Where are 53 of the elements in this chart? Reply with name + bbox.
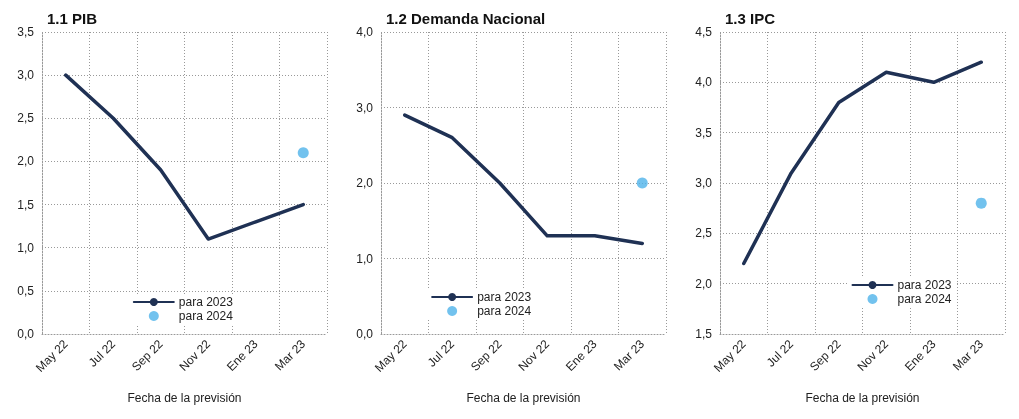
x-tick-label: May 22	[711, 336, 749, 375]
x-tick-label: Sep 22	[128, 336, 166, 374]
x-tick-label: Sep 22	[806, 336, 844, 374]
y-tick-label: 1,0	[17, 240, 35, 255]
x-tick-label: Ene 23	[562, 336, 600, 374]
y-tick-label: 2,0	[356, 176, 374, 190]
x-tick-label: May 22	[372, 336, 410, 375]
x-tick-label: Jul 22	[763, 336, 797, 370]
x-tick-label: Mar 23	[949, 336, 987, 374]
line-series	[403, 113, 644, 246]
y-tick-label: 2,0	[695, 276, 713, 291]
y-tick-label: 3,0	[356, 100, 374, 115]
x-tick-label: Jul 22	[85, 336, 119, 370]
x-tick-label: Nov 22	[854, 336, 892, 374]
chart-title: 1.1 PIB	[47, 10, 98, 27]
x-tick-label: Mar 23	[610, 336, 648, 374]
chart-title: 1.3 IPC	[725, 10, 776, 27]
y-tick-label: 3,0	[17, 68, 35, 83]
x-tick-label: Nov 22	[515, 336, 553, 374]
x-tick-label: Ene 23	[901, 336, 939, 374]
y-tick-label: 3,5	[17, 25, 35, 39]
x-axis-title: Fecha de la previsión	[805, 391, 920, 405]
legend-label: para 2023	[897, 278, 952, 292]
x-tick-label: Jul 22	[424, 336, 458, 370]
x-tick-label: Sep 22	[467, 336, 505, 374]
legend-label: para 2024	[178, 309, 234, 323]
y-tick-label: 0,0	[17, 327, 35, 341]
y-tick-label: 4,0	[356, 25, 374, 39]
y-tick-label: 0,0	[356, 327, 374, 341]
x-tick-label: May 22	[33, 336, 71, 375]
y-tick-label: 2,0	[17, 154, 35, 169]
y-tick-label: 4,0	[695, 75, 713, 90]
x-tick-label: Mar 23	[271, 336, 309, 374]
x-axis-title: Fecha de la previsión	[466, 391, 581, 405]
legend-label: para 2024	[897, 292, 952, 306]
y-tick-label: 0,5	[17, 283, 35, 298]
line-series	[64, 73, 305, 241]
y-tick-label: 4,5	[695, 25, 713, 39]
y-tick-label: 1,0	[356, 251, 374, 266]
y-tick-label: 1,5	[695, 327, 713, 341]
y-tick-label: 1,5	[17, 197, 35, 212]
legend-label: para 2024	[477, 304, 532, 318]
line-series	[742, 60, 983, 266]
y-tick-label: 3,0	[695, 176, 713, 190]
x-axis-title: Fecha de la previsión	[127, 391, 242, 405]
legend-label: para 2023	[178, 295, 234, 309]
chart-title: 1.2 Demanda Nacional	[386, 10, 546, 27]
x-tick-label: Ene 23	[223, 336, 261, 374]
y-tick-label: 3,5	[695, 125, 713, 140]
y-tick-label: 2,5	[695, 226, 713, 241]
legend-label: para 2023	[477, 290, 532, 304]
x-tick-label: Nov 22	[176, 336, 214, 374]
y-tick-label: 2,5	[17, 111, 35, 126]
